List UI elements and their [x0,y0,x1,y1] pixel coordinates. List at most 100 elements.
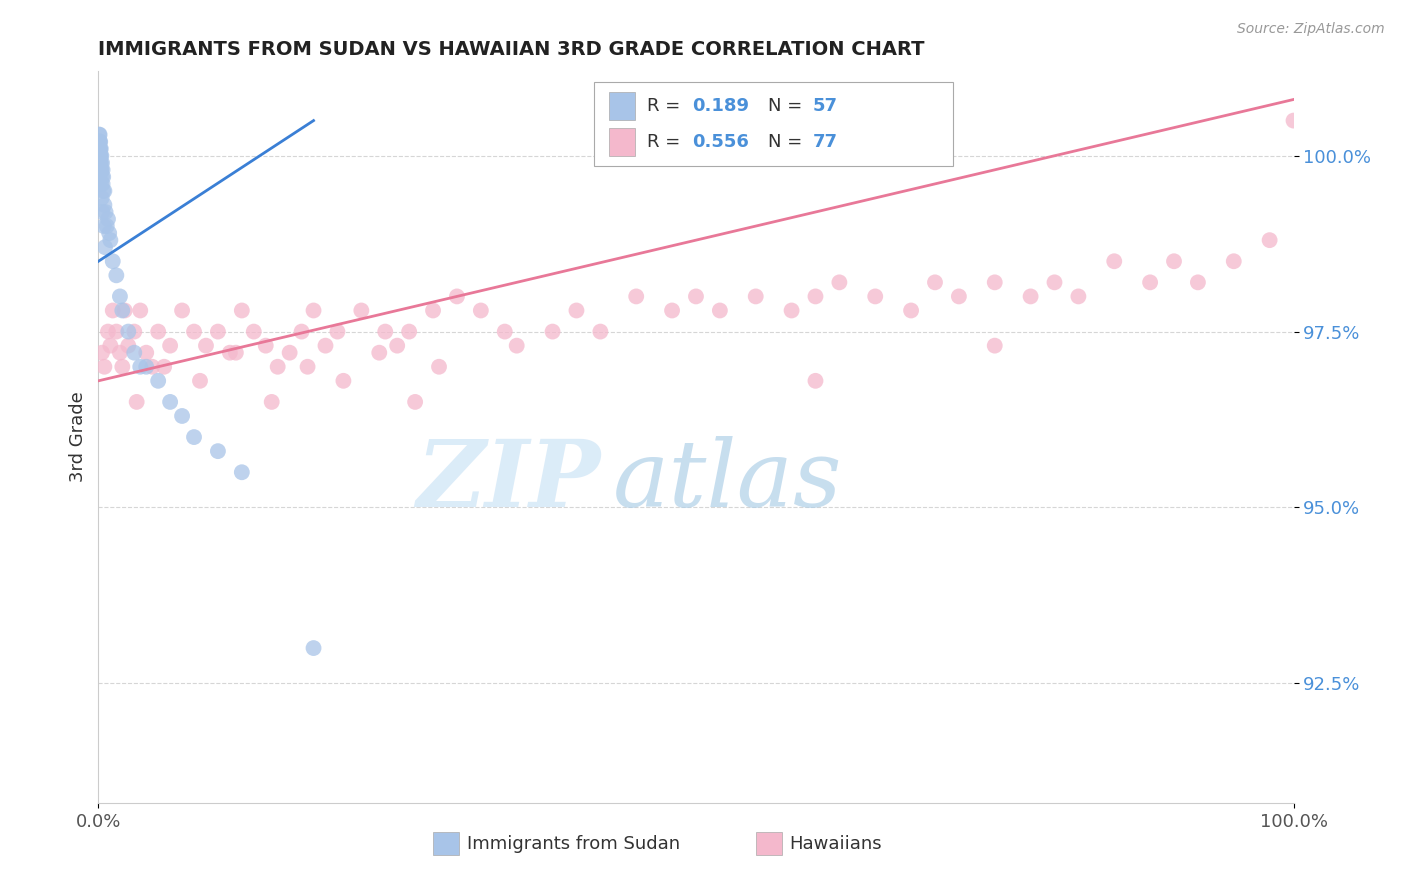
Point [422,303,444,318]
Point [89,149,111,163]
Text: N =: N = [768,133,807,152]
Point [302,303,325,318]
Point [494,325,516,339]
Point [111,303,134,318]
Point [90,177,112,191]
Point [1163,254,1185,268]
Point [332,374,354,388]
Text: Immigrants from Sudan: Immigrants from Sudan [467,835,679,853]
Point [685,289,707,303]
Point [91,169,114,184]
Point [89,135,111,149]
Point [108,345,131,359]
Bar [609,92,636,120]
Point [89,142,111,156]
Point [804,289,827,303]
Point [114,303,136,318]
Point [111,359,134,374]
Point [97,212,120,227]
Point [374,325,396,339]
Point [94,205,117,219]
Point [267,359,290,374]
Point [159,339,181,353]
Point [90,191,112,205]
Point [446,289,468,303]
Point [1043,276,1066,290]
Point [89,162,111,177]
Point [254,339,277,353]
Point [865,289,887,303]
Point [129,303,152,318]
Point [90,162,112,177]
Text: R =: R = [647,133,686,152]
Point [470,303,492,318]
Point [90,142,112,156]
Point [924,276,946,290]
Bar [756,832,782,855]
Point [427,359,450,374]
Point [183,430,205,444]
Point [709,303,731,318]
Point [124,345,146,359]
Text: Hawaiians: Hawaiians [789,835,882,853]
Point [225,345,247,359]
Point [172,409,194,423]
Point [302,641,325,656]
Text: N =: N = [768,96,807,115]
Point [1104,254,1126,268]
Point [219,345,242,359]
Point [506,339,529,353]
Point [368,345,391,359]
Point [89,149,111,163]
Point [98,233,122,247]
Point [89,142,111,156]
Point [1282,113,1305,128]
Point [108,289,131,303]
Point [91,184,114,198]
Point [207,444,229,458]
Point [565,303,588,318]
Point [135,345,157,359]
Point [117,339,139,353]
Point [626,289,648,303]
Point [91,345,114,359]
Point [117,325,139,339]
Point [91,205,114,219]
Point [148,325,170,339]
Point [89,156,111,170]
Point [93,359,115,374]
Text: IMMIGRANTS FROM SUDAN VS HAWAIIAN 3RD GRADE CORRELATION CHART: IMMIGRANTS FROM SUDAN VS HAWAIIAN 3RD GR… [98,39,925,59]
Point [984,339,1007,353]
Point [183,325,205,339]
Point [984,276,1007,290]
Y-axis label: 3rd Grade: 3rd Grade [69,392,87,483]
Point [89,156,111,170]
Point [87,142,110,156]
Point [141,359,163,374]
Bar [609,128,636,156]
Point [89,169,111,184]
Point [188,374,211,388]
Point [1139,276,1161,290]
Point [661,303,683,318]
Point [89,142,111,156]
Point [541,325,564,339]
Point [231,303,253,318]
Point [98,339,122,353]
Point [101,254,124,268]
Point [101,303,124,318]
Point [98,226,121,240]
Point [90,156,112,170]
Point [93,198,115,212]
Point [124,325,146,339]
Point [260,395,283,409]
Point [153,359,176,374]
Point [87,128,110,142]
Point [89,128,111,142]
Point [105,268,128,283]
Point [91,162,114,177]
Point [1223,254,1246,268]
Point [291,325,314,339]
Point [1258,233,1281,247]
Point [148,374,170,388]
